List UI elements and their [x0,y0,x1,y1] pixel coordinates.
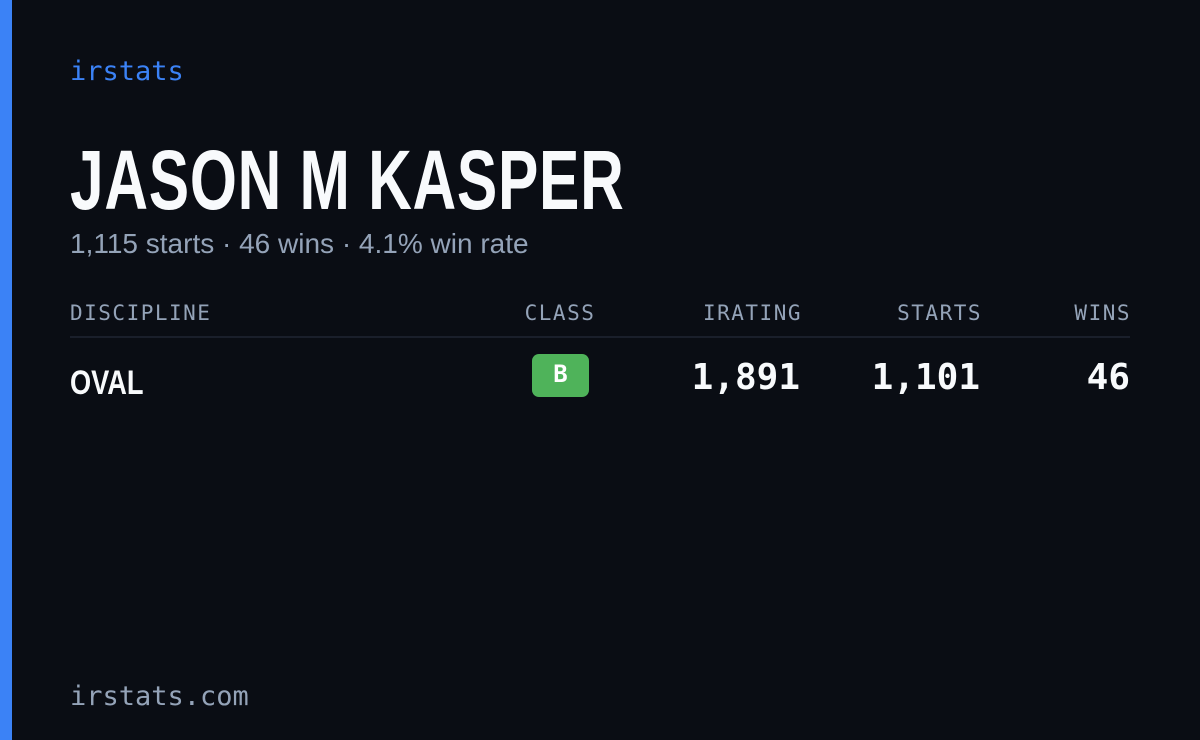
starts: 1,101 [871,357,980,398]
accent-bar [0,0,12,740]
footer-url: irstats.com [70,681,249,712]
column-header: CLASS [524,301,596,325]
discipline: OVAL [70,364,144,402]
header-divider [70,336,1130,338]
column-header: IRATING [702,301,802,325]
column-header: DISCIPLINE [70,301,212,325]
column-header: STARTS [897,301,982,325]
class-badge: B [532,354,589,397]
irating: 1,891 [691,357,800,398]
wins: 46 [1086,357,1130,398]
column-header: WINS [1074,301,1131,325]
brand: irstats [70,56,184,87]
driver-summary: 1,115 starts · 46 wins · 4.1% win rate [70,228,529,259]
driver-name: JASON M KASPER [70,133,625,227]
